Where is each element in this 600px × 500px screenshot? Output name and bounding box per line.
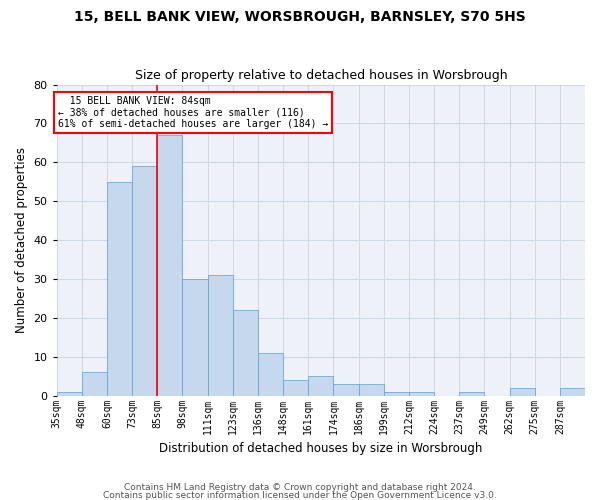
- Bar: [233, 310, 258, 396]
- Y-axis label: Number of detached properties: Number of detached properties: [15, 147, 28, 333]
- Bar: [57, 392, 82, 396]
- Bar: [182, 279, 208, 396]
- Text: Contains public sector information licensed under the Open Government Licence v3: Contains public sector information licen…: [103, 490, 497, 500]
- Bar: [384, 392, 409, 396]
- Bar: [359, 384, 384, 396]
- Bar: [82, 372, 107, 396]
- Bar: [283, 380, 308, 396]
- Bar: [459, 392, 484, 396]
- Bar: [157, 135, 182, 396]
- Text: 15, BELL BANK VIEW, WORSBROUGH, BARNSLEY, S70 5HS: 15, BELL BANK VIEW, WORSBROUGH, BARNSLEY…: [74, 10, 526, 24]
- Bar: [409, 392, 434, 396]
- Title: Size of property relative to detached houses in Worsbrough: Size of property relative to detached ho…: [134, 69, 507, 82]
- Bar: [132, 166, 157, 396]
- Bar: [107, 182, 132, 396]
- Bar: [208, 275, 233, 396]
- Text: 15 BELL BANK VIEW: 84sqm
← 38% of detached houses are smaller (116)
61% of semi-: 15 BELL BANK VIEW: 84sqm ← 38% of detach…: [58, 96, 328, 130]
- X-axis label: Distribution of detached houses by size in Worsbrough: Distribution of detached houses by size …: [159, 442, 482, 455]
- Bar: [334, 384, 359, 396]
- Bar: [308, 376, 334, 396]
- Bar: [509, 388, 535, 396]
- Bar: [560, 388, 585, 396]
- Text: Contains HM Land Registry data © Crown copyright and database right 2024.: Contains HM Land Registry data © Crown c…: [124, 484, 476, 492]
- Bar: [258, 353, 283, 396]
